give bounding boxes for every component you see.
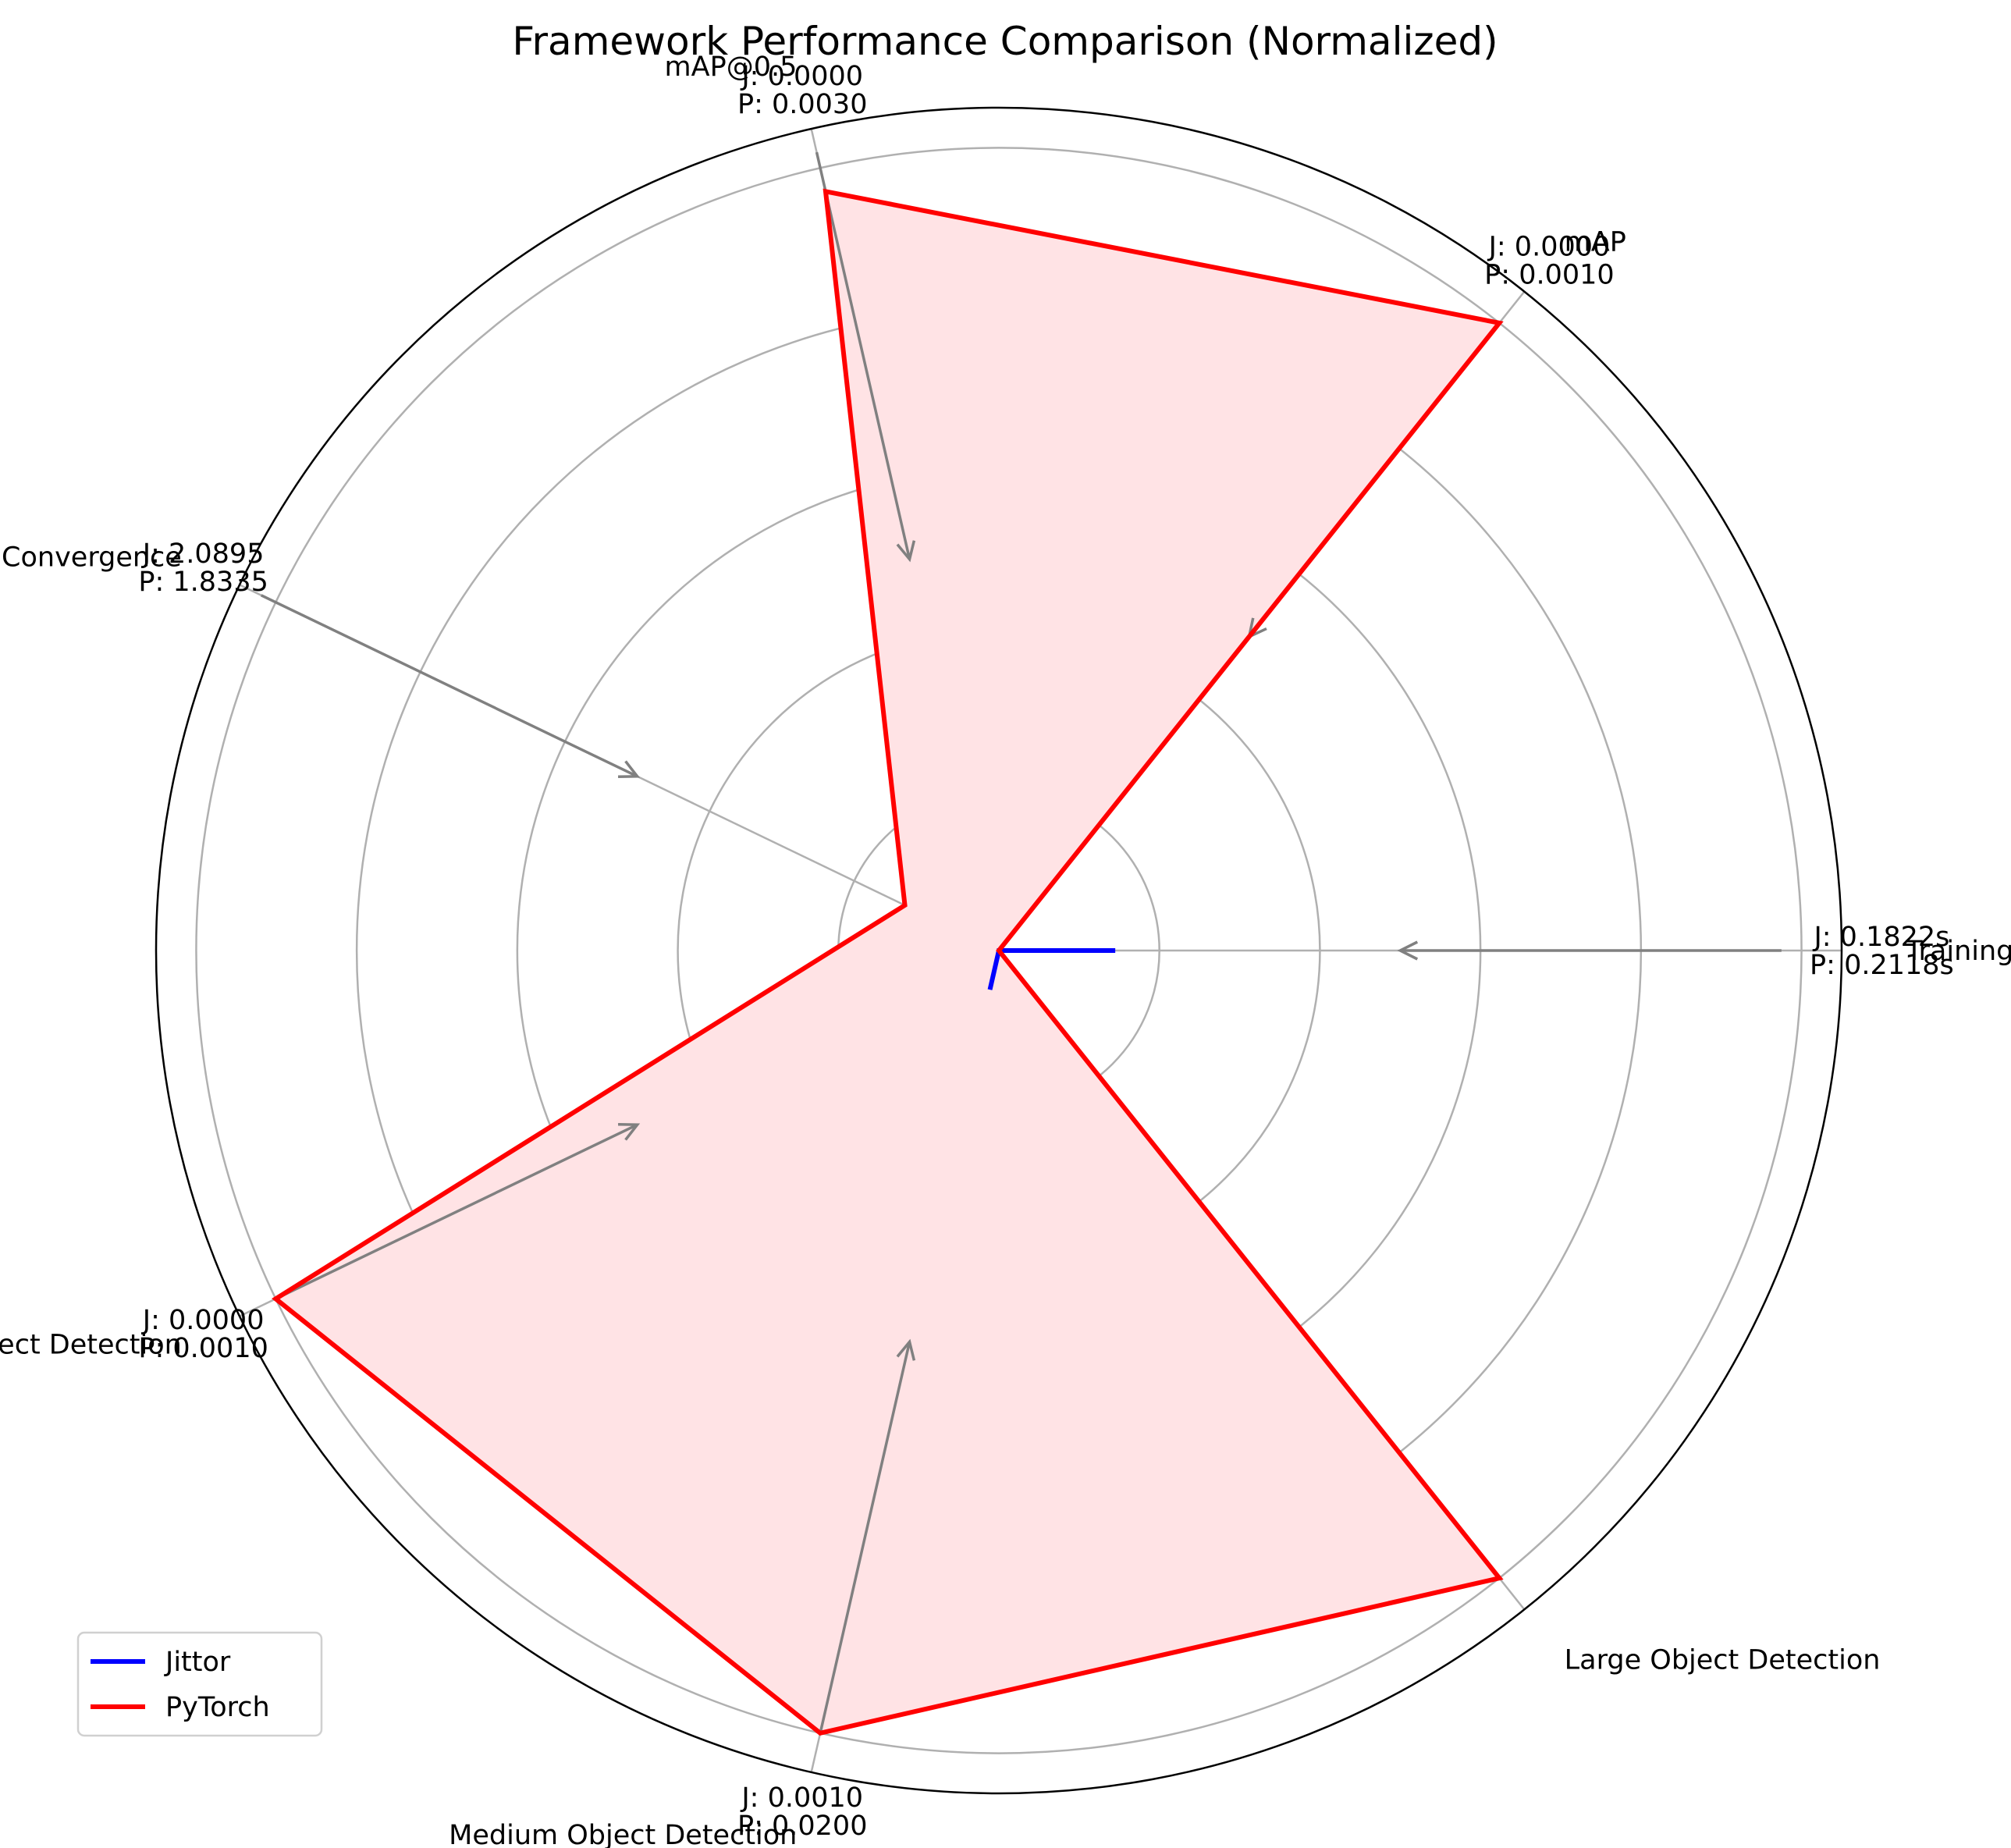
value-label-pytorch-map: P: 0.0010 <box>1484 259 1615 290</box>
value-label-jittor-map: J: 0.0000 <box>1487 231 1611 262</box>
series-fill-pytorch <box>275 191 1500 1733</box>
annotation-arrow-small-object-detection <box>275 1123 641 1300</box>
value-label-pytorch-loss-convergence: P: 1.8335 <box>138 567 268 598</box>
annotation-arrow-head <box>896 540 916 563</box>
annotation-arrow-shaft <box>275 1123 638 1300</box>
legend-label-jittor: Jittor <box>164 1647 231 1678</box>
value-label-jittor-medium-object-detection: J: 0.0010 <box>740 1782 863 1814</box>
value-label-pytorch-training-speed: P: 0.2118s <box>1810 950 1954 981</box>
annotation-arrow-training-speed <box>1397 940 1782 961</box>
annotation-arrow-map-0-5 <box>815 151 916 563</box>
series-layer <box>272 188 1504 1736</box>
value-label-jittor-loss-convergence: J: 2.0895 <box>141 538 265 570</box>
value-label-pytorch-medium-object-detection: P: 0.0200 <box>737 1811 868 1842</box>
category-label-training-speed: Training Speed <box>1905 936 2011 967</box>
category-label-map: mAP <box>1565 226 1626 258</box>
value-label-pytorch-small-object-detection: P: 0.0010 <box>138 1333 268 1364</box>
legend-frame <box>76 1631 323 1737</box>
category-label-medium-object-detection: Medium Object Detection <box>449 1820 797 1848</box>
value-label-jittor-small-object-detection: J: 0.0000 <box>141 1305 265 1336</box>
annotation-arrow-head <box>618 760 641 778</box>
value-label-jittor-map-0-5: J: 0.0000 <box>740 61 863 92</box>
polar-spine <box>155 106 1843 1795</box>
annotation-arrow-shaft <box>260 594 638 778</box>
value-label-pytorch-map-0-5: P: 0.0030 <box>737 89 868 120</box>
category-label-large-object-detection: Large Object Detection <box>1565 1645 1881 1676</box>
value-label-jittor-training-speed: J: 0.1822s <box>1812 922 1949 953</box>
category-label-small-object-detection: Small Object Detection <box>0 1329 182 1360</box>
category-label-loss-convergence: Loss Convergence <box>0 542 182 574</box>
annotation-arrow-shaft <box>819 1342 911 1734</box>
fill-layer <box>275 191 1500 1733</box>
annotation-arrow-loss-convergence <box>260 594 641 778</box>
annotation-arrow-head <box>1397 940 1419 961</box>
annotation-arrow-shaft <box>815 151 911 560</box>
annotation-arrow-head <box>896 1338 916 1361</box>
series-line-pytorch <box>272 188 1504 1736</box>
category-label-map-0-5: mAP@0.5 <box>665 52 798 83</box>
legend: Jittor PyTorch <box>76 1631 323 1737</box>
annotation-arrow-medium-object-detection <box>819 1338 916 1734</box>
chart-title: Framework Performance Comparison (Normal… <box>512 19 1498 64</box>
annotation-arrow-head <box>618 1123 641 1141</box>
legend-label-pytorch: PyTorch <box>165 1692 270 1723</box>
